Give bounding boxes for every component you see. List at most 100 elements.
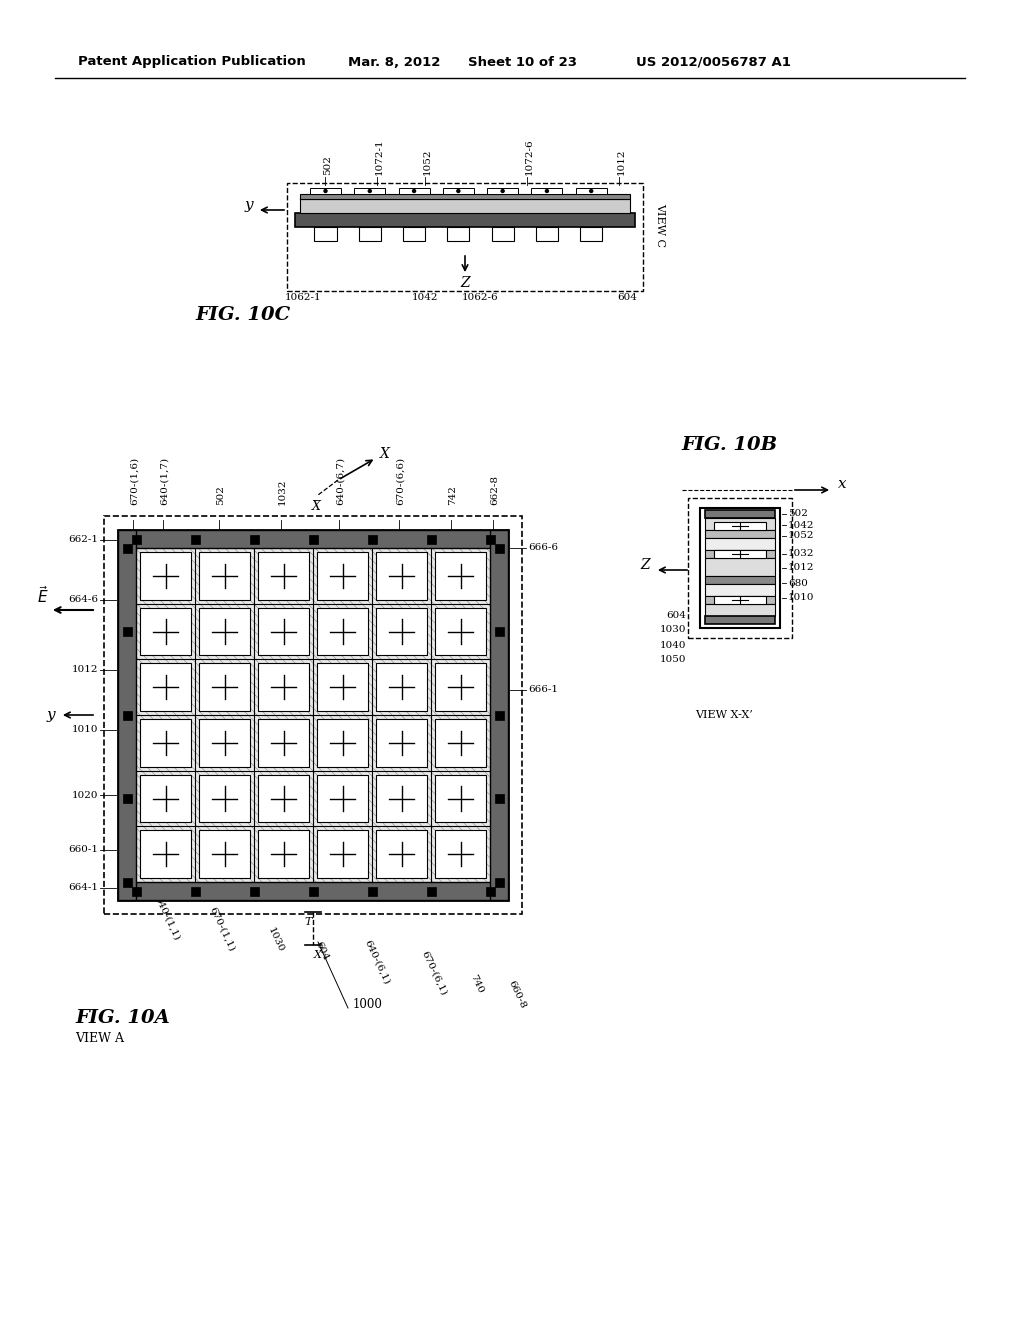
Bar [199, 775, 250, 822]
Text: VIEW C: VIEW C [655, 203, 665, 247]
Circle shape [369, 190, 372, 193]
Bar [435, 719, 486, 767]
Text: FIG. 10A: FIG. 10A [75, 1008, 170, 1027]
Bar [317, 607, 368, 655]
Text: Mar. 8, 2012: Mar. 8, 2012 [348, 55, 440, 69]
Text: Patent Application Publication: Patent Application Publication [78, 55, 306, 69]
Bar [495, 627, 504, 636]
Bar [435, 775, 486, 822]
Bar [376, 830, 427, 878]
Bar [310, 187, 341, 194]
Bar [317, 830, 368, 878]
Bar [258, 664, 309, 711]
Bar [495, 710, 504, 719]
Bar [376, 607, 427, 655]
Text: 1012: 1012 [72, 665, 98, 675]
Bar [118, 882, 508, 900]
Bar [118, 531, 508, 900]
Bar [403, 227, 425, 242]
Bar [250, 887, 258, 895]
Text: 604: 604 [313, 940, 330, 962]
Bar [287, 183, 643, 290]
Bar [317, 552, 368, 599]
Text: 1062-6: 1062-6 [462, 293, 499, 301]
Bar [435, 664, 486, 711]
Bar [435, 830, 486, 878]
Bar [495, 544, 504, 553]
Text: 640-(1,1): 640-(1,1) [153, 894, 181, 941]
Bar [485, 887, 495, 895]
Text: 664-1: 664-1 [68, 883, 98, 892]
Bar [398, 187, 430, 194]
Bar [199, 830, 250, 878]
Bar [447, 227, 469, 242]
Text: 664-6: 664-6 [68, 595, 98, 605]
Bar [705, 616, 775, 624]
Text: VIEW X-X’: VIEW X-X’ [695, 710, 753, 719]
Bar [354, 187, 385, 194]
Text: 1032: 1032 [788, 549, 814, 558]
Bar [104, 516, 522, 913]
Text: 666-1: 666-1 [528, 685, 558, 694]
Text: 1010: 1010 [72, 726, 98, 734]
Bar [490, 531, 508, 900]
Text: X̅: X̅ [311, 499, 321, 512]
Bar [317, 719, 368, 767]
Text: 670-(6,1): 670-(6,1) [420, 949, 449, 997]
Circle shape [324, 190, 327, 193]
Text: 1052: 1052 [423, 149, 432, 176]
Bar [199, 719, 250, 767]
Bar [575, 187, 606, 194]
Bar [131, 535, 140, 544]
Bar [118, 531, 508, 548]
Text: X: X [314, 950, 322, 960]
Text: X: X [380, 447, 390, 461]
Text: 662-1: 662-1 [68, 536, 98, 544]
Bar [368, 535, 377, 544]
Bar [492, 227, 514, 242]
Bar [435, 607, 486, 655]
Bar [376, 775, 427, 822]
Bar [427, 535, 435, 544]
Text: 660-1: 660-1 [68, 846, 98, 854]
Text: Z: Z [460, 276, 470, 290]
Bar [714, 597, 766, 605]
Text: 1072-1: 1072-1 [375, 139, 384, 176]
Bar [308, 535, 317, 544]
Bar [258, 775, 309, 822]
Text: y: y [245, 198, 253, 213]
Bar [358, 227, 381, 242]
Bar [368, 887, 377, 895]
Bar [199, 607, 250, 655]
Bar [123, 878, 131, 887]
Text: 740: 740 [468, 973, 484, 995]
Text: 1052: 1052 [788, 532, 814, 540]
Bar [140, 664, 191, 711]
Bar [487, 187, 518, 194]
Bar [317, 664, 368, 711]
Bar [123, 710, 131, 719]
Bar [536, 227, 558, 242]
Bar [258, 719, 309, 767]
Bar [705, 605, 775, 616]
Text: $\vec{E}$: $\vec{E}$ [37, 586, 49, 606]
Bar [705, 558, 775, 576]
Text: 640-(6,1): 640-(6,1) [362, 939, 391, 986]
Bar [250, 535, 258, 544]
Bar [190, 535, 200, 544]
Bar [140, 775, 191, 822]
Bar [300, 199, 630, 213]
Bar [123, 544, 131, 553]
Text: 502: 502 [788, 510, 808, 519]
Bar [199, 664, 250, 711]
Bar [700, 508, 780, 628]
Bar [190, 887, 200, 895]
Circle shape [457, 190, 460, 193]
Text: 1042: 1042 [412, 293, 438, 301]
Text: Sheet 10 of 23: Sheet 10 of 23 [468, 55, 577, 69]
Bar [705, 550, 775, 558]
Bar [714, 521, 766, 531]
Bar [485, 535, 495, 544]
Bar [123, 627, 131, 636]
Text: 1072-6: 1072-6 [525, 139, 534, 176]
